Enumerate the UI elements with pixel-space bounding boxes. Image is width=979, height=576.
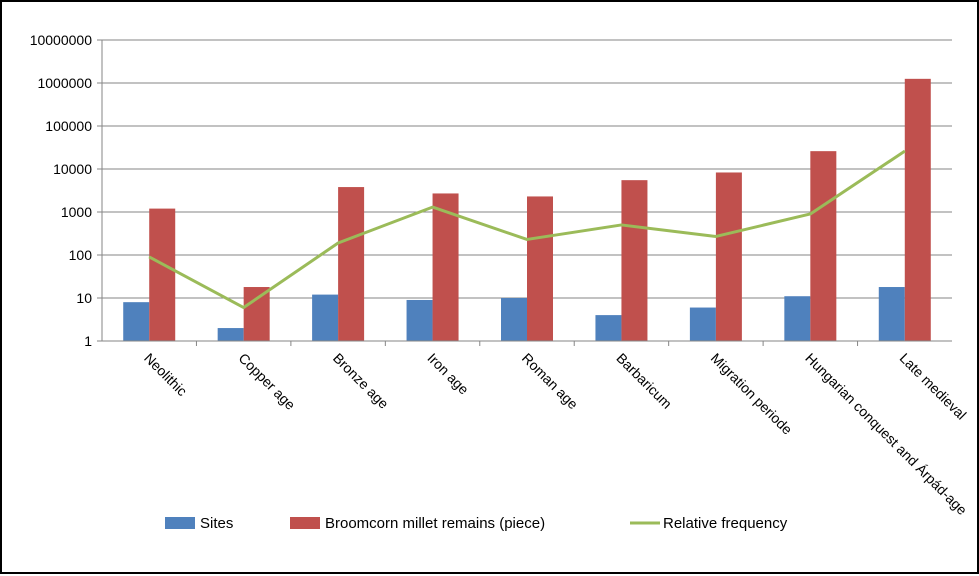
millet-remains-bar — [621, 180, 648, 341]
relative-frequency-point — [715, 235, 717, 237]
x-tick-label: Bronze age — [330, 350, 392, 412]
relative-frequency-point — [148, 256, 150, 258]
x-tick-label: Neolithic — [141, 350, 190, 399]
legend-swatch-millet — [290, 517, 320, 529]
legend-swatch-sites — [165, 517, 195, 529]
millet-remains-bar — [715, 172, 742, 341]
relative-frequency-point — [337, 242, 339, 244]
legend: Sites Broomcorn millet remains (piece) Rel… — [165, 515, 788, 532]
millet-remains-bar — [904, 78, 931, 341]
x-tick-label: Iron age — [424, 350, 472, 398]
sites-bar — [595, 315, 622, 341]
legend-label: Sites — [200, 515, 233, 532]
sites-bar — [784, 296, 811, 341]
sites-bar — [501, 298, 527, 341]
millet-remains-bar — [810, 151, 837, 341]
x-tick-label: Hungarian conquest and Árpád-age — [802, 350, 970, 518]
relative-frequency-point — [243, 307, 245, 309]
y-tick-label: 1000000 — [37, 75, 92, 91]
bars — [123, 78, 931, 341]
x-tick-label: Barbaricum — [613, 350, 675, 412]
sites-bar — [217, 328, 244, 341]
legend-item: Sites — [165, 515, 233, 532]
legend-label: Relative frequency — [663, 515, 788, 532]
relative-frequency-point — [809, 213, 811, 215]
relative-frequency-point — [620, 224, 622, 226]
y-tick-label: 1000 — [61, 204, 92, 220]
x-tick-label: Migration periode — [708, 350, 796, 438]
x-tick-label: Roman age — [519, 350, 582, 413]
sites-bar — [312, 294, 339, 341]
y-tick-label: 1 — [84, 333, 92, 349]
line-series — [148, 149, 906, 310]
legend-label: Broomcorn millet remains (piece) — [325, 515, 545, 532]
legend-item: Broomcorn millet remains (piece) — [290, 515, 545, 532]
y-tick-label: 10 — [76, 290, 92, 306]
relative-frequency-point — [432, 206, 434, 208]
legend-item: Relative frequency — [630, 515, 788, 532]
relative-frequency-point — [526, 238, 528, 240]
sites-bar — [406, 299, 433, 341]
x-tick-label: Copper age — [236, 350, 299, 413]
millet-remains-bar — [149, 208, 176, 341]
y-tick-label: 10000000 — [30, 32, 93, 48]
y-tick-label: 100000 — [45, 118, 92, 134]
y-tick-label: 10000 — [53, 161, 92, 177]
x-tick-label: Late medieval — [897, 350, 970, 423]
sites-bar — [689, 307, 716, 341]
sites-bar — [123, 302, 150, 341]
millet-remains-bar — [527, 196, 553, 341]
relative-frequency-point — [904, 150, 906, 152]
millet-remains-bar — [338, 187, 365, 341]
millet-remains-bar — [243, 287, 270, 341]
sites-bar — [878, 287, 905, 341]
y-tick-label: 100 — [69, 247, 93, 263]
millet-remains-bar — [432, 193, 459, 341]
